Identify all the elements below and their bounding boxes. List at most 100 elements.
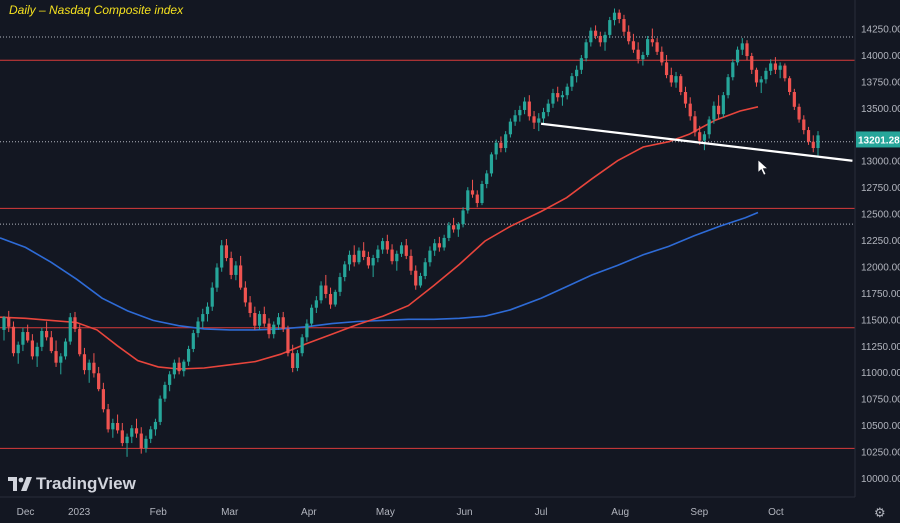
candle-body — [712, 105, 716, 120]
candle — [769, 59, 773, 76]
candle-body — [816, 135, 820, 149]
candle — [300, 334, 304, 357]
candle — [655, 38, 659, 55]
x-tick-label: Jun — [456, 507, 472, 518]
candle-body — [347, 254, 352, 265]
candle — [371, 254, 375, 278]
x-tick-label: Dec — [17, 507, 35, 518]
candle — [414, 265, 418, 290]
trendline — [540, 122, 853, 162]
candle-body — [717, 105, 721, 115]
candle-body — [97, 373, 101, 390]
candle — [59, 353, 63, 375]
candle-body — [404, 245, 408, 256]
candle-body — [49, 337, 53, 352]
candle — [575, 65, 579, 83]
candle — [466, 187, 470, 214]
candle — [125, 433, 129, 457]
candle-body — [182, 361, 186, 372]
candle — [333, 289, 337, 307]
candle-body — [608, 20, 612, 35]
candle-body — [362, 250, 366, 257]
candle-body — [153, 421, 158, 430]
candle — [191, 329, 195, 353]
candle — [210, 282, 214, 311]
candle-body — [130, 428, 134, 437]
candle — [541, 107, 546, 124]
candle — [570, 72, 574, 91]
trendline-layer — [540, 122, 853, 176]
candle — [186, 345, 191, 366]
x-tick-label: May — [376, 507, 395, 518]
candle-body — [210, 287, 214, 307]
candle-body — [693, 116, 697, 133]
last-price-label: 13201.28 — [858, 135, 900, 146]
candle — [30, 334, 34, 360]
candle-body — [371, 258, 375, 266]
candle — [97, 366, 101, 392]
candle — [101, 382, 105, 413]
candle — [556, 86, 560, 102]
candle-body — [480, 183, 484, 204]
settings-gear-icon[interactable]: ⚙ — [874, 505, 886, 520]
candle — [560, 90, 565, 106]
candle-body — [537, 118, 541, 123]
candle-body — [579, 58, 583, 70]
y-tick-label: 14000.00 — [861, 51, 900, 62]
candle — [797, 103, 801, 123]
candle — [281, 311, 285, 333]
candle — [276, 313, 281, 330]
candle — [470, 179, 475, 198]
candle — [608, 16, 612, 39]
candle-body — [191, 333, 195, 349]
candle — [537, 113, 541, 132]
candle-body — [234, 265, 238, 275]
candle — [664, 54, 669, 79]
y-tick-label: 12500.00 — [861, 210, 900, 221]
candle — [248, 296, 252, 318]
candle-body — [73, 317, 77, 329]
candle-body — [305, 323, 309, 338]
candle — [2, 316, 6, 341]
candle — [693, 111, 697, 137]
candle-body — [769, 63, 773, 71]
candle-body — [168, 374, 172, 385]
candle — [792, 88, 796, 110]
candle — [679, 74, 683, 96]
candle — [409, 249, 413, 275]
candle-body — [30, 340, 34, 357]
candle-body — [220, 245, 224, 268]
candle-body — [2, 317, 6, 330]
candle — [21, 327, 25, 352]
candle-body — [688, 103, 692, 117]
candle — [740, 38, 744, 55]
candlesticks — [2, 8, 820, 457]
candle-body — [144, 438, 148, 449]
candle — [565, 83, 569, 100]
candle-body — [702, 134, 707, 141]
candle-body — [655, 42, 659, 52]
candle — [447, 222, 451, 242]
candle-body — [489, 154, 494, 174]
x-tick-label: Mar — [221, 507, 239, 518]
candle — [163, 381, 167, 402]
candle-body — [253, 313, 257, 326]
candle — [499, 136, 503, 153]
candle-body — [754, 69, 759, 83]
candle-body — [612, 12, 617, 21]
candle-body — [504, 134, 508, 149]
candle-body — [414, 270, 418, 286]
candle — [11, 321, 16, 357]
candle — [257, 310, 262, 330]
candle — [314, 296, 318, 314]
candle-body — [366, 256, 371, 266]
candle-body — [328, 293, 333, 305]
candle-body — [120, 430, 124, 444]
candle-body — [276, 317, 281, 325]
candle-body — [494, 142, 498, 155]
candle-body — [475, 194, 479, 204]
candle — [802, 115, 806, 135]
candle-body — [735, 49, 740, 63]
x-tick-label: Apr — [301, 507, 317, 518]
